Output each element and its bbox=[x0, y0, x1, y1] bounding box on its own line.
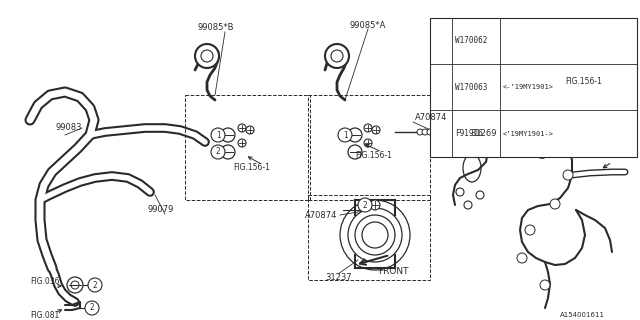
Text: 2: 2 bbox=[439, 84, 444, 90]
Circle shape bbox=[221, 145, 235, 159]
Text: 99085*A: 99085*A bbox=[350, 20, 387, 29]
Bar bbox=[185, 95, 310, 200]
Text: 2: 2 bbox=[93, 281, 97, 290]
Text: 2: 2 bbox=[363, 201, 367, 210]
Text: FIG.156-1: FIG.156-1 bbox=[355, 150, 392, 159]
Circle shape bbox=[246, 126, 254, 134]
Circle shape bbox=[550, 199, 560, 209]
Circle shape bbox=[525, 90, 535, 100]
Text: 1: 1 bbox=[342, 131, 348, 140]
Bar bbox=[430, 18, 637, 157]
Text: 1: 1 bbox=[216, 131, 220, 140]
Circle shape bbox=[211, 145, 225, 159]
Circle shape bbox=[456, 188, 464, 196]
Circle shape bbox=[358, 198, 372, 212]
Circle shape bbox=[422, 129, 428, 135]
Text: 31269: 31269 bbox=[470, 129, 497, 138]
Text: 99083: 99083 bbox=[55, 124, 81, 132]
Circle shape bbox=[331, 50, 343, 62]
Circle shape bbox=[434, 34, 448, 48]
Circle shape bbox=[364, 124, 372, 132]
Circle shape bbox=[238, 124, 246, 132]
Circle shape bbox=[88, 278, 102, 292]
Circle shape bbox=[440, 141, 454, 155]
Bar bbox=[308, 195, 430, 280]
Text: A154001611: A154001611 bbox=[560, 312, 605, 318]
Circle shape bbox=[370, 200, 380, 210]
Text: W170062: W170062 bbox=[455, 36, 488, 45]
Circle shape bbox=[211, 128, 225, 142]
Circle shape bbox=[525, 225, 535, 235]
Circle shape bbox=[355, 215, 395, 255]
Text: FIG.036: FIG.036 bbox=[30, 277, 60, 286]
Circle shape bbox=[364, 139, 372, 147]
Circle shape bbox=[540, 280, 550, 290]
Circle shape bbox=[67, 277, 83, 293]
Text: A70874: A70874 bbox=[415, 114, 447, 123]
Circle shape bbox=[325, 44, 349, 68]
Text: 2: 2 bbox=[216, 148, 220, 156]
Text: FIG.156-1: FIG.156-1 bbox=[233, 164, 270, 172]
Text: <’19MY1901->: <’19MY1901-> bbox=[503, 131, 554, 137]
Text: <-’19MY1901>: <-’19MY1901> bbox=[503, 84, 554, 90]
Circle shape bbox=[517, 253, 527, 263]
Circle shape bbox=[427, 129, 433, 135]
Circle shape bbox=[557, 133, 567, 143]
Circle shape bbox=[221, 128, 235, 142]
Circle shape bbox=[417, 129, 423, 135]
Bar bbox=[308, 95, 430, 200]
Circle shape bbox=[476, 191, 484, 199]
Text: 1: 1 bbox=[439, 38, 444, 44]
Text: 99079: 99079 bbox=[148, 205, 174, 214]
Circle shape bbox=[464, 201, 472, 209]
Text: W170063: W170063 bbox=[455, 83, 488, 92]
Circle shape bbox=[563, 170, 573, 180]
Circle shape bbox=[340, 200, 410, 270]
Circle shape bbox=[338, 128, 352, 142]
Text: FIG.156-1: FIG.156-1 bbox=[565, 77, 602, 86]
Text: 31237: 31237 bbox=[325, 274, 351, 283]
Text: F91916: F91916 bbox=[455, 129, 483, 138]
Text: A70874: A70874 bbox=[305, 211, 337, 220]
Circle shape bbox=[348, 145, 362, 159]
Circle shape bbox=[201, 50, 213, 62]
Circle shape bbox=[432, 129, 438, 135]
Circle shape bbox=[543, 103, 553, 113]
Text: 2: 2 bbox=[90, 303, 94, 313]
Circle shape bbox=[348, 208, 402, 262]
Circle shape bbox=[362, 222, 388, 248]
Circle shape bbox=[71, 281, 79, 289]
Circle shape bbox=[85, 301, 99, 315]
Circle shape bbox=[434, 80, 448, 94]
Circle shape bbox=[195, 44, 219, 68]
Text: FIG.081: FIG.081 bbox=[30, 310, 60, 319]
Text: 1: 1 bbox=[445, 143, 449, 153]
Circle shape bbox=[348, 128, 362, 142]
Text: 99085*B: 99085*B bbox=[198, 23, 234, 33]
Circle shape bbox=[372, 126, 380, 134]
Circle shape bbox=[238, 139, 246, 147]
Text: FRONT: FRONT bbox=[378, 268, 408, 276]
